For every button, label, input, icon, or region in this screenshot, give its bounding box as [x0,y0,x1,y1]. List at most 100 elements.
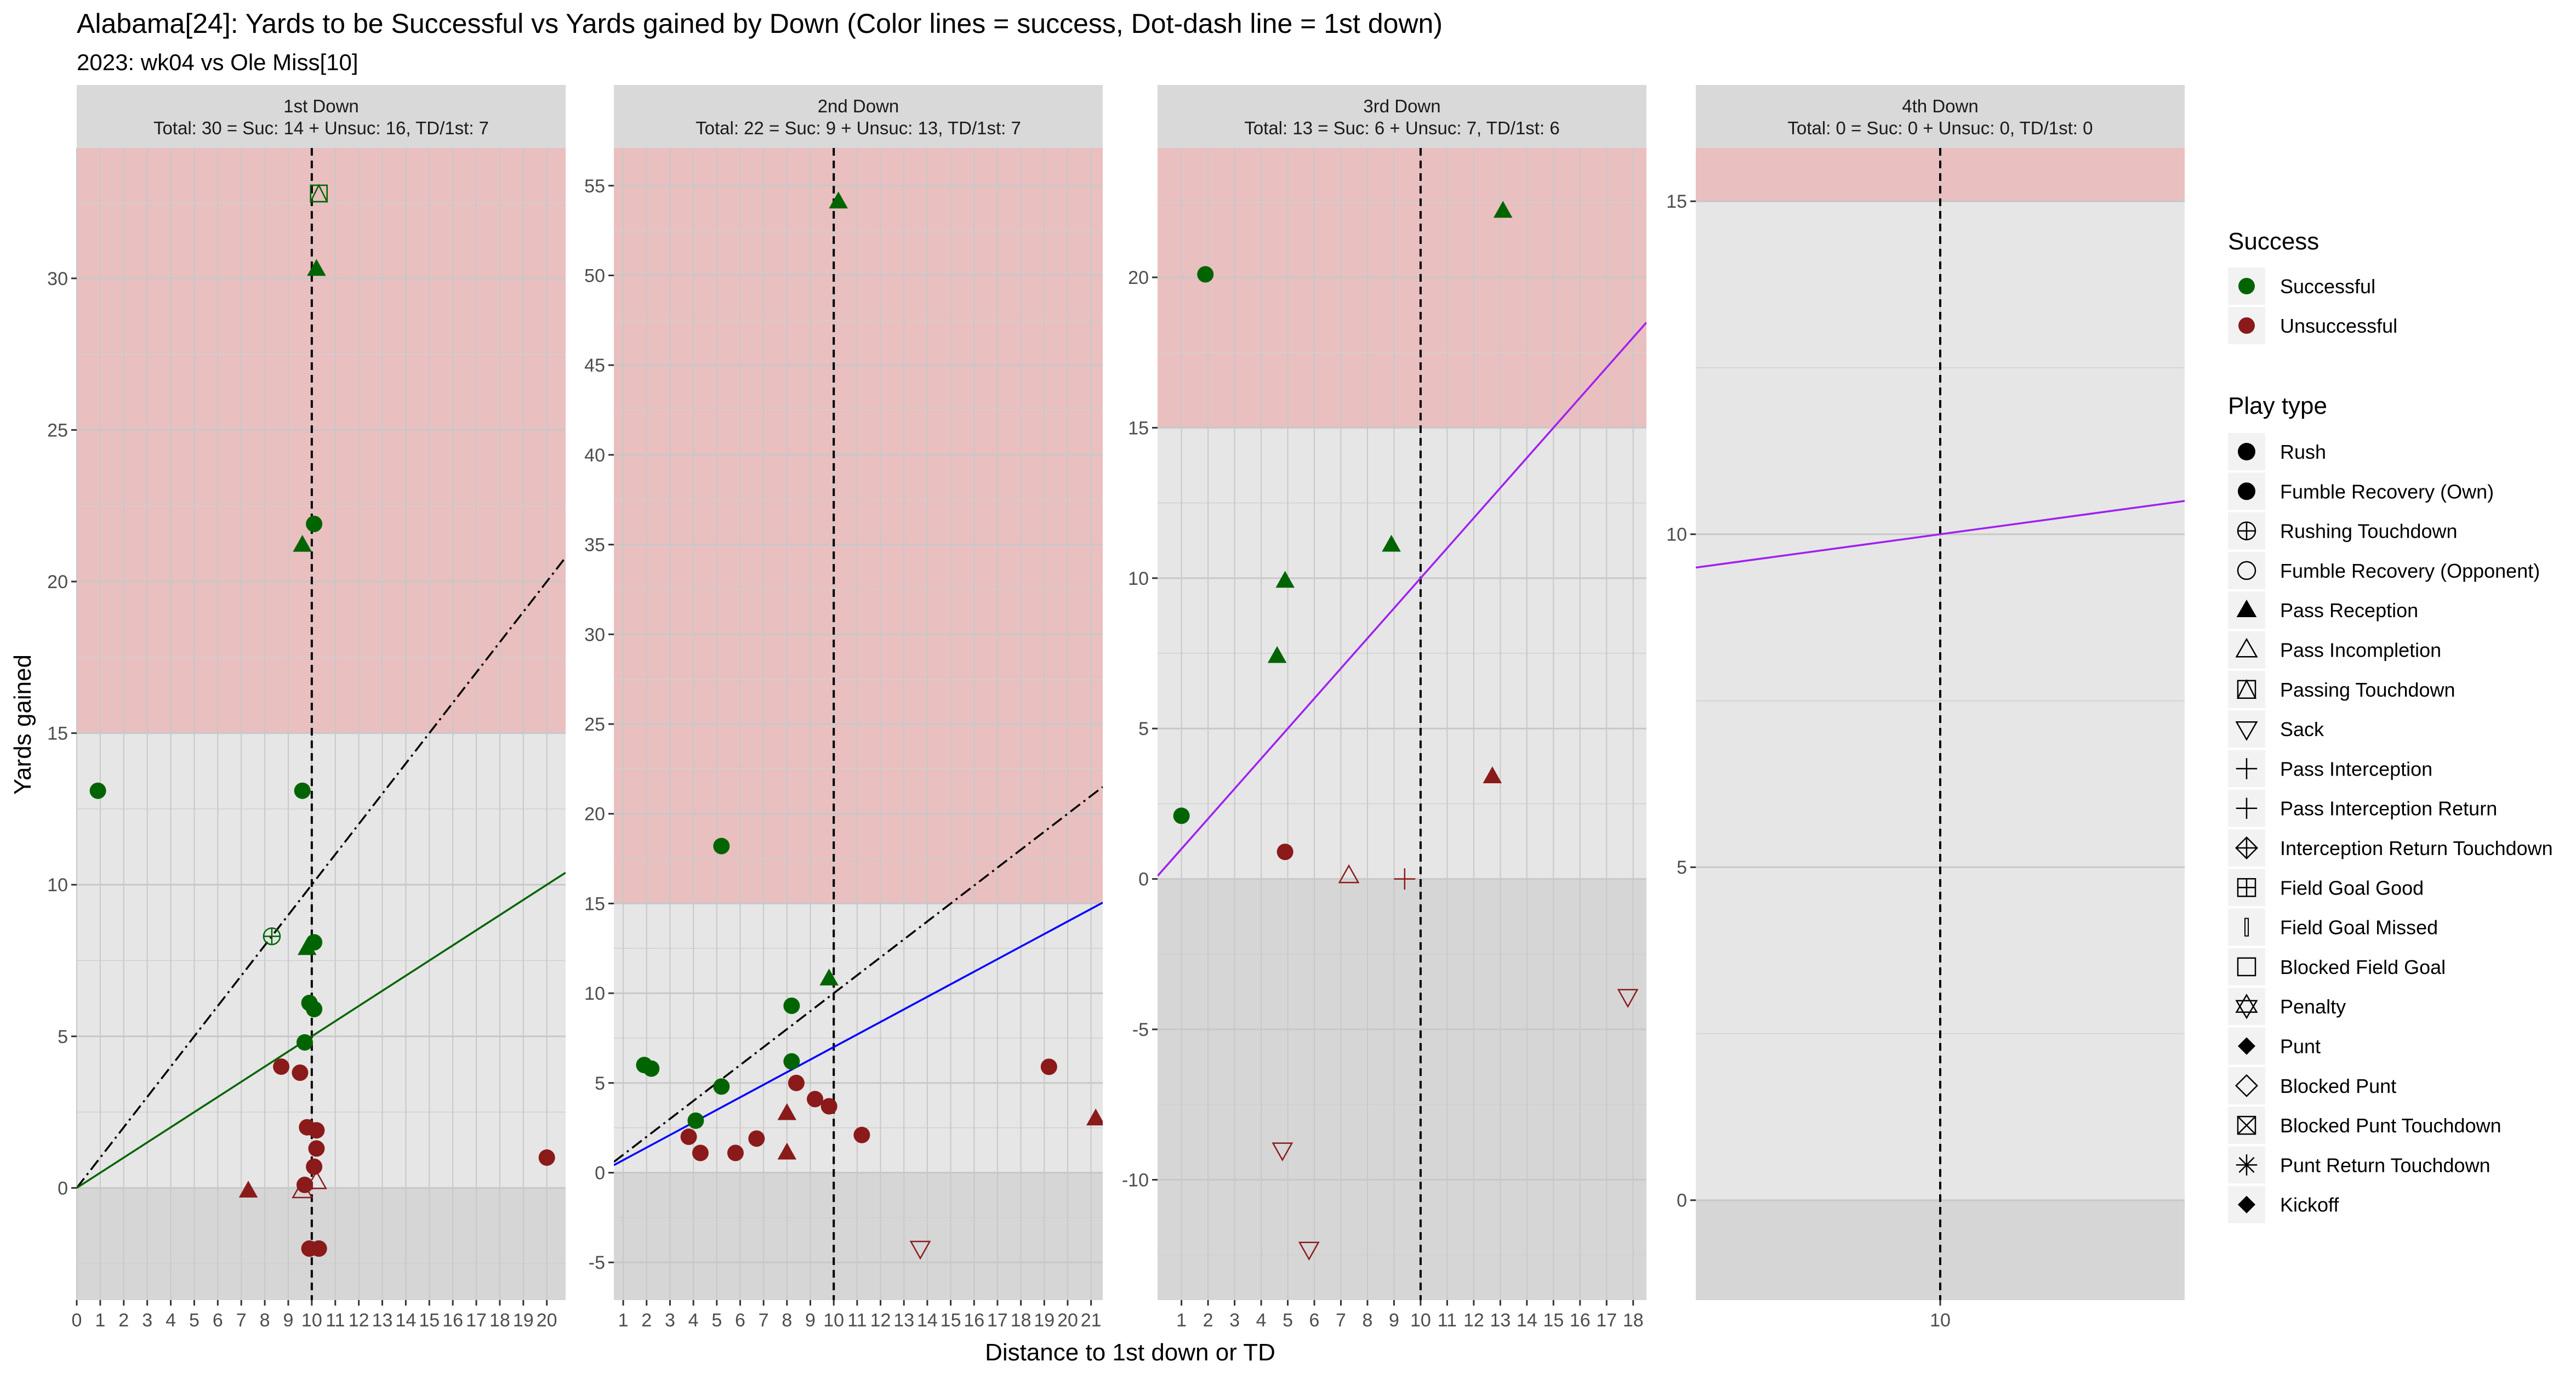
pass-marker [293,534,312,552]
data-point [307,259,326,276]
x-tick-label: 18 [489,1310,510,1331]
data-point [306,1000,323,1017]
plot-area [614,148,1103,1300]
rush-marker [296,1034,313,1051]
legend-playtype-label: Rushing Touchdown [2280,520,2458,543]
data-point [727,1144,744,1161]
y-tick-label: 10 [1128,568,1149,589]
data-point [1298,1241,1320,1261]
data-point [643,1060,660,1077]
rush-marker [680,1129,697,1146]
x-tick-label: 0 [72,1310,82,1331]
x-tick-label: 7 [1336,1310,1346,1331]
legend-playtype-label: Blocked Punt Touchdown [2280,1114,2501,1137]
data-point [293,534,312,552]
x-tick-label: 13 [372,1310,393,1331]
legend-key-bg [2228,988,2265,1026]
y-tick-label: 25 [47,420,68,441]
rush-marker [713,1078,730,1095]
sack-marker [909,1240,931,1260]
data-point [1276,844,1293,861]
rush-marker [1276,844,1293,861]
x-tick-label: 14 [1517,1310,1537,1331]
gridlines [76,148,566,1300]
success-threshold-line [77,871,566,1189]
legend-playtype-label: Blocked Field Goal [2280,956,2446,978]
data-point [310,1240,327,1257]
rush-marker [306,515,323,532]
figure-subtitle: 2023: wk04 vs Ole Miss[10] [77,49,358,75]
data-point [777,1142,797,1160]
x-tick-label: 5 [189,1310,200,1331]
strip-subtitle: Total: 0 = Suc: 0 + Unsuc: 0, TD/1st: 0 [1787,118,2093,138]
x-tick-label: 16 [964,1310,984,1331]
x-tick-label: 21 [1081,1310,1102,1331]
x-tick-label: 10 [301,1310,322,1331]
legend-playtype-item: Pass Interception Return [2228,789,2497,827]
y-tick-label: 0 [1677,1190,1687,1211]
y-tick-label: 20 [47,572,68,593]
y-tick-label: 0 [595,1163,605,1184]
x-tick-label: 13 [1490,1310,1511,1331]
legend-key-bg [2228,551,2265,589]
data-point [538,1149,555,1166]
legend-playtype-label: Punt Return Touchdown [2280,1154,2490,1176]
x-tick-label: 12 [349,1310,369,1331]
legend-square-triangle-icon [2236,679,2257,699]
y-tick-label: 20 [584,804,605,825]
sack-marker [1298,1241,1320,1261]
legend-success-item: Successful [2228,267,2375,305]
legend-playtype-item: Punt [2228,1027,2321,1065]
rush-marker [310,1240,327,1257]
legend-playtype-item: Passing Touchdown [2228,670,2455,708]
y-tick-label: 0 [58,1178,68,1199]
x-axis-label: Distance to 1st down or TD [985,1339,1275,1366]
legend-star-of-david-icon [2235,993,2258,1019]
figure-title: Alabama[24]: Yards to be Successful vs Y… [77,8,1443,39]
x-tick-label: 12 [870,1310,891,1331]
legend-playtype-label: Sack [2280,718,2324,740]
x-tick-label: 11 [847,1310,867,1331]
legend-playtype-item: Sack [2228,710,2324,748]
strip-title: 3rd Down [1363,96,1440,116]
pass-marker [1382,534,1401,552]
data-point [1267,646,1287,663]
legend-playtype-label: Interception Return Touchdown [2280,837,2553,859]
legend-success-item: Unsuccessful [2228,307,2397,344]
x-tick-label: 14 [395,1310,416,1331]
x-tick-label: 2 [641,1310,652,1331]
strip-subtitle: Total: 22 = Suc: 9 + Unsuc: 13, TD/1st: … [696,118,1021,138]
pass-marker [1493,201,1513,218]
x-tick-label: 3 [142,1310,152,1331]
x-tick-label: 9 [283,1310,294,1331]
y-tick-label: -5 [1132,1019,1149,1040]
x-tick-label: 16 [442,1310,463,1331]
data-point [692,1144,709,1161]
data-point [308,1122,325,1139]
rush-marker [783,1053,800,1070]
pass-marker [1086,1108,1103,1126]
legend-thin-bar-icon [2244,918,2249,937]
x-tick-label: 10 [823,1310,844,1331]
data-point [1493,201,1513,218]
strip-header [1696,85,2185,148]
rush-marker [273,1058,290,1075]
y-tick-label: 45 [584,355,605,376]
legend-playtype-item: Pass Reception [2228,591,2418,629]
data-point [680,1129,697,1146]
y-tick-label: 10 [1666,525,1687,545]
x-tick-label: 2 [118,1310,129,1331]
y-tick-label: -5 [589,1252,605,1273]
legend-playtype-item: Pass Interception [2228,750,2432,788]
data-point [788,1074,805,1091]
x-tick-label: 4 [688,1310,699,1331]
strip-header [614,85,1103,148]
x-tick-label: 9 [1389,1310,1399,1331]
legend-asterisk-icon [2236,1154,2258,1176]
data-point [294,782,311,799]
legend-playtype-label: Pass Interception Return [2280,797,2497,820]
plot-area [77,148,566,1300]
